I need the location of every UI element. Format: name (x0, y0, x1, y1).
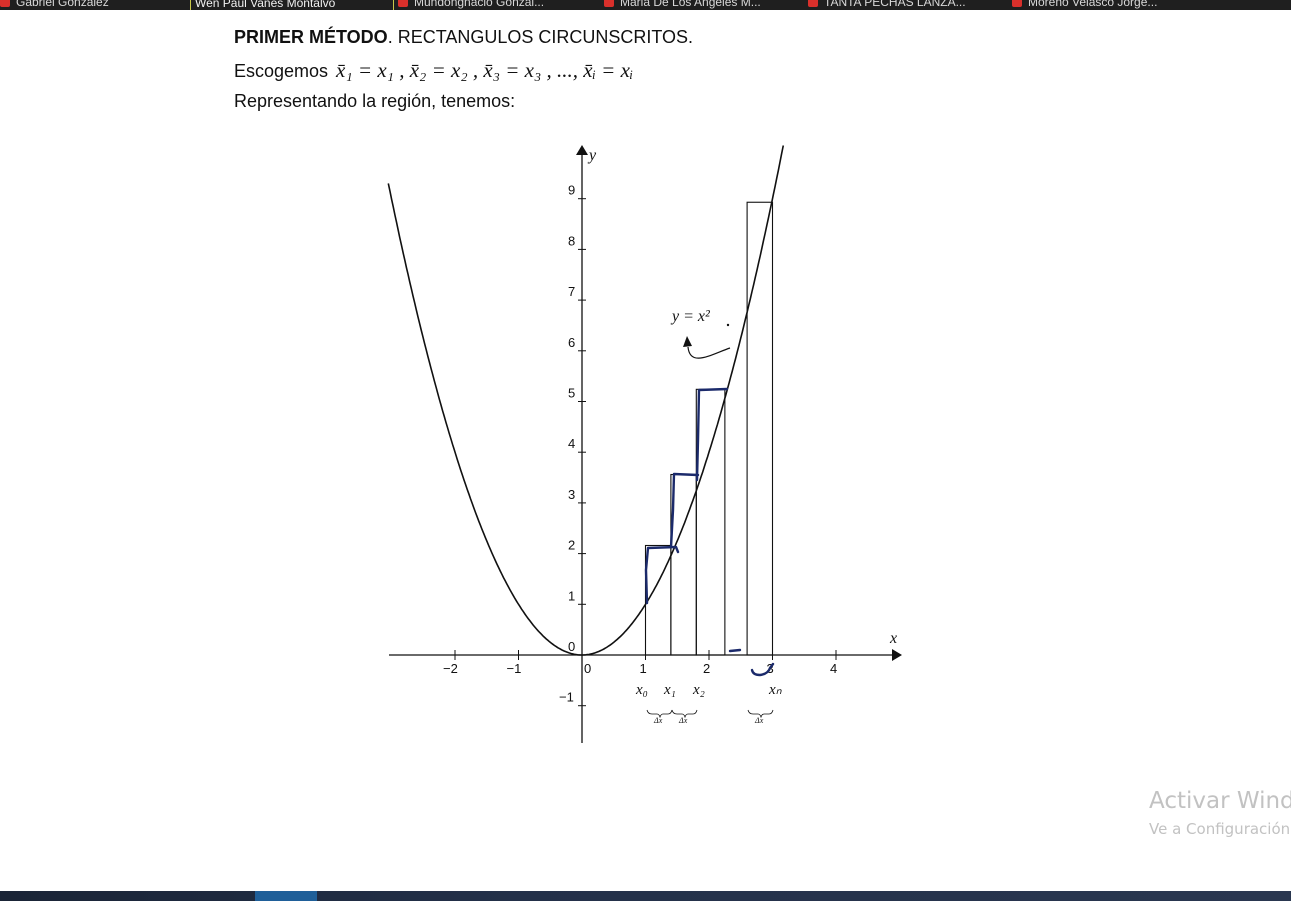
choose-label: Escogemos (234, 61, 329, 81)
handwritten-annotations (644, 387, 775, 677)
tab-label: Wen Paul Vanes Montalvo (195, 0, 336, 10)
ink-stroke-rect-1 (644, 545, 680, 605)
delta-label-2: Δx (678, 716, 688, 725)
pdf-page: PRIMER MÉTODO. RECTANGULOS CIRCUNSCRITOS… (0, 10, 1291, 891)
parabola-curve (387, 145, 785, 656)
x-ticks: −2 −1 0 1 2 3 4 (443, 650, 837, 676)
partition-label-x1: x₁ (663, 682, 676, 698)
pdf-icon (808, 0, 818, 7)
browser-tab-2[interactable]: Wen Paul Vanes Montalvo (190, 0, 394, 10)
ink-stroke-rect-2 (669, 472, 700, 549)
partition-label-xn: xₙ (768, 682, 783, 698)
browser-tab-3[interactable]: Mundongnacio Gonzal... (398, 0, 594, 9)
y-tick-label: 4 (568, 436, 575, 451)
method-heading: PRIMER MÉTODO. RECTANGULOS CIRCUNSCRITOS… (234, 27, 693, 48)
y-ticks: −1 0 1 2 3 4 5 6 7 8 9 (559, 183, 586, 707)
ink-stroke-hook (750, 662, 775, 677)
pdf-icon (398, 0, 408, 7)
function-label-group: y = x² (670, 308, 731, 359)
x-tick-label: −1 (507, 661, 522, 676)
tab-label: Gabriel Gonzalez (16, 0, 109, 9)
heading-rest: . RECTANGULOS CIRCUNSCRITOS. (387, 27, 694, 47)
pdf-icon (604, 0, 614, 7)
delta-brace-2 (671, 709, 698, 719)
heading-bold: PRIMER MÉTODO (234, 27, 388, 47)
rectangle-3 (695, 388, 726, 656)
pointer-arrow-icon (683, 336, 692, 347)
y-tick-label: 3 (568, 487, 575, 502)
y-tick-label: 6 (568, 335, 575, 350)
x-axis-label: x (889, 630, 897, 647)
tab-label: Moreno Velasco Jorge... (1028, 0, 1158, 9)
rectangle-4 (746, 201, 774, 656)
delta-brace-n (747, 709, 774, 719)
y-tick-label: 0 (568, 639, 575, 654)
windows-activation-watermark: Activar Wind Ve a Configuración (1149, 788, 1291, 838)
y-tick-label: 7 (568, 284, 575, 299)
ink-stroke-dash (728, 648, 742, 653)
browser-tab-5[interactable]: TANTA PECHAS LANZA... (808, 0, 1002, 9)
watermark-title: Activar Wind (1149, 788, 1291, 814)
y-tick-label: 8 (568, 233, 575, 248)
pdf-icon (0, 0, 10, 7)
tab-label: TANTA PECHAS LANZA... (824, 0, 966, 9)
tab-label: Mundongnacio Gonzal... (414, 0, 545, 9)
x-tick-label: 1 (640, 661, 647, 676)
taskbar-active-app[interactable] (255, 891, 317, 901)
x-tick-label: 0 (584, 661, 591, 676)
delta-label-n: Δx (754, 716, 764, 725)
circumscribed-rectangles (644, 201, 774, 656)
ink-stroke-rect-3 (695, 387, 729, 482)
partition-labels: x₀ x₁ x₂ xₙ Δx Δx Δx (635, 682, 783, 725)
partition-label-x2: x₂ (692, 682, 705, 698)
function-label: y = x² (670, 308, 711, 325)
axes: x y (389, 145, 902, 743)
y-tick-label: 9 (568, 183, 575, 198)
watermark-subtitle: Ve a Configuración (1149, 820, 1291, 838)
choose-formula: x̄₁ = x₁ , x̄₂ = x₂ , x̄₃ = x₃ , ..., x̄… (336, 58, 634, 82)
choose-line: Escogemos x̄₁ = x₁ , x̄₂ = x₂ , x̄₃ = x₃ … (234, 58, 633, 83)
region-text: Representando la región, tenemos: (234, 91, 516, 111)
taskbar (0, 891, 1291, 901)
tab-label: Maria De Los Angeles M... (620, 0, 761, 9)
y-tick-label: 1 (568, 588, 575, 603)
pdf-icon (1012, 0, 1022, 7)
y-axis-arrow-icon (576, 145, 588, 155)
x-tick-label: 4 (830, 661, 837, 676)
browser-tab-6[interactable]: Moreno Velasco Jorge... (1012, 0, 1208, 9)
y-tick-label: 2 (568, 538, 575, 553)
parabola-graph: x y −2 −1 0 1 2 3 4 −1 0 1 2 3 4 5 6 7 8 9 y = x² x₀ x₁ … (387, 145, 902, 743)
function-label-pointer (687, 346, 731, 359)
browser-tab-1[interactable]: Gabriel Gonzalez (0, 0, 160, 9)
x-axis-arrow-icon (892, 649, 902, 661)
partition-label-x0: x₀ (635, 682, 648, 698)
y-tick-label: −1 (559, 690, 574, 705)
stray-dot (726, 323, 730, 327)
y-axis-label: y (587, 147, 597, 164)
y-tick-label: 5 (568, 386, 575, 401)
browser-tab-bar: Gabriel Gonzalez Wen Paul Vanes Montalvo… (0, 0, 1291, 10)
browser-tab-4[interactable]: Maria De Los Angeles M... (604, 0, 798, 9)
delta-label-1: Δx (653, 716, 663, 725)
rectangle-1 (644, 544, 672, 656)
delta-brace-1 (646, 709, 673, 719)
x-tick-label: −2 (443, 661, 458, 676)
x-tick-label: 2 (703, 661, 710, 676)
